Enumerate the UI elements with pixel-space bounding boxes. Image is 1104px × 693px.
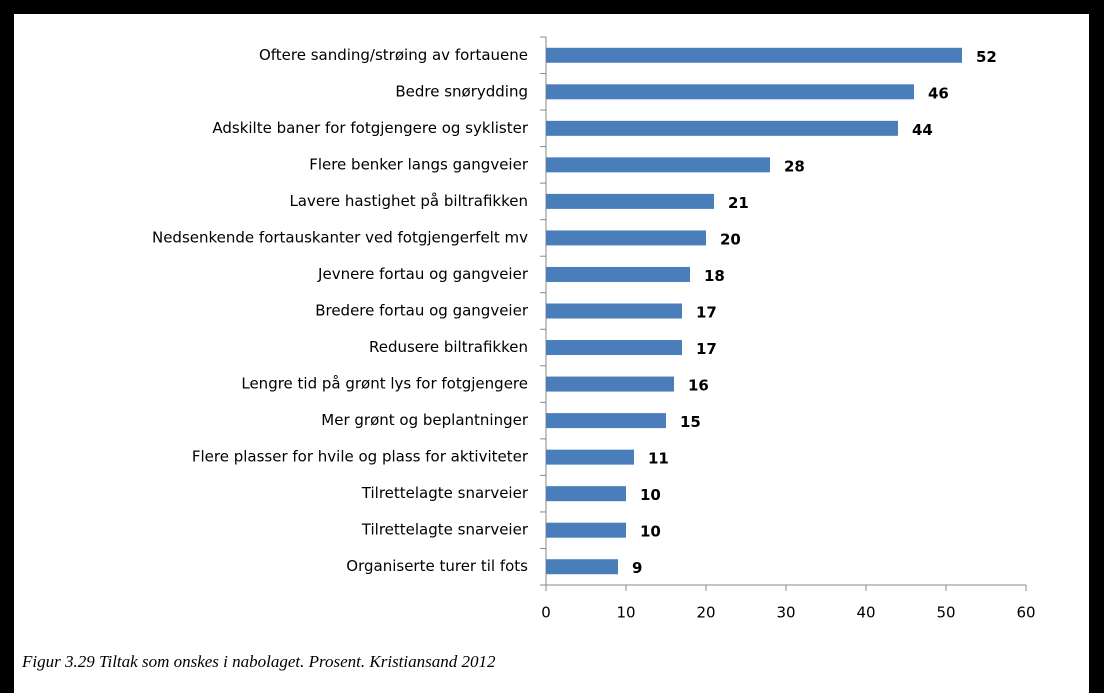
y-tick-label: Lavere hastighet på biltrafikken [289,192,528,210]
y-tick-label: Lengre tid på grønt lys for fotgjengere [241,375,528,393]
data-label: 11 [648,450,669,468]
y-tick-label: Bredere fortau og gangveier [315,302,529,320]
x-tick-label: 20 [696,604,715,622]
y-tick-label: Redusere biltrafikken [369,338,528,356]
bar [546,376,674,392]
bar [546,266,690,282]
y-tick-label: Tilrettelagte snarveier [361,521,529,539]
bar [546,486,626,502]
x-tick-label: 0 [541,604,551,622]
y-tick-label: Oftere sanding/strøing av fortauene [259,46,528,64]
data-label: 52 [976,48,997,66]
data-label: 15 [680,413,701,431]
y-tick-label: Adskilte baner for fotgjengere og syklis… [212,119,528,137]
frame-left [0,0,14,693]
bar [546,449,634,465]
x-tick-label: 60 [1016,604,1035,622]
frame-top [0,0,1104,14]
bar [546,193,714,209]
bar [546,303,682,319]
bar [546,413,666,429]
x-tick-label: 40 [856,604,875,622]
y-tick-label: Flere benker langs gangveier [309,155,529,173]
data-label: 10 [640,523,661,541]
y-tick-label: Bedre snørydding [395,82,528,100]
bar [546,522,626,538]
data-label: 18 [704,267,725,285]
bar [546,559,618,575]
data-label: 28 [784,157,805,175]
bar [546,47,962,63]
y-tick-label: Mer grønt og beplantninger [321,411,529,429]
y-tick-label: Jevnere fortau og gangveier [317,265,529,283]
bar [546,84,914,100]
x-tick-label: 50 [936,604,955,622]
caption: Figur 3.29 Tiltak som onskes i nabolaget… [21,652,496,671]
x-tick-label: 10 [616,604,635,622]
data-label: 9 [632,559,642,577]
data-label: 21 [728,194,749,212]
y-tick-label: Tilrettelagte snarveier [361,484,529,502]
data-label: 17 [696,340,717,358]
bar [546,230,706,246]
x-tick-label: 30 [776,604,795,622]
bar [546,120,898,136]
bar [546,340,682,356]
data-label: 46 [928,84,949,102]
data-label: 44 [912,121,933,139]
y-tick-label: Organiserte turer til fots [346,557,528,575]
data-label: 16 [688,377,709,395]
y-tick-label: Flere plasser for hvile og plass for akt… [192,448,529,466]
frame-right [1089,0,1104,693]
y-tick-label: Nedsenkende fortauskanter ved fotgjenger… [152,228,528,246]
data-label: 17 [696,304,717,322]
data-label: 10 [640,486,661,504]
bar [546,157,770,173]
data-label: 20 [720,230,741,248]
